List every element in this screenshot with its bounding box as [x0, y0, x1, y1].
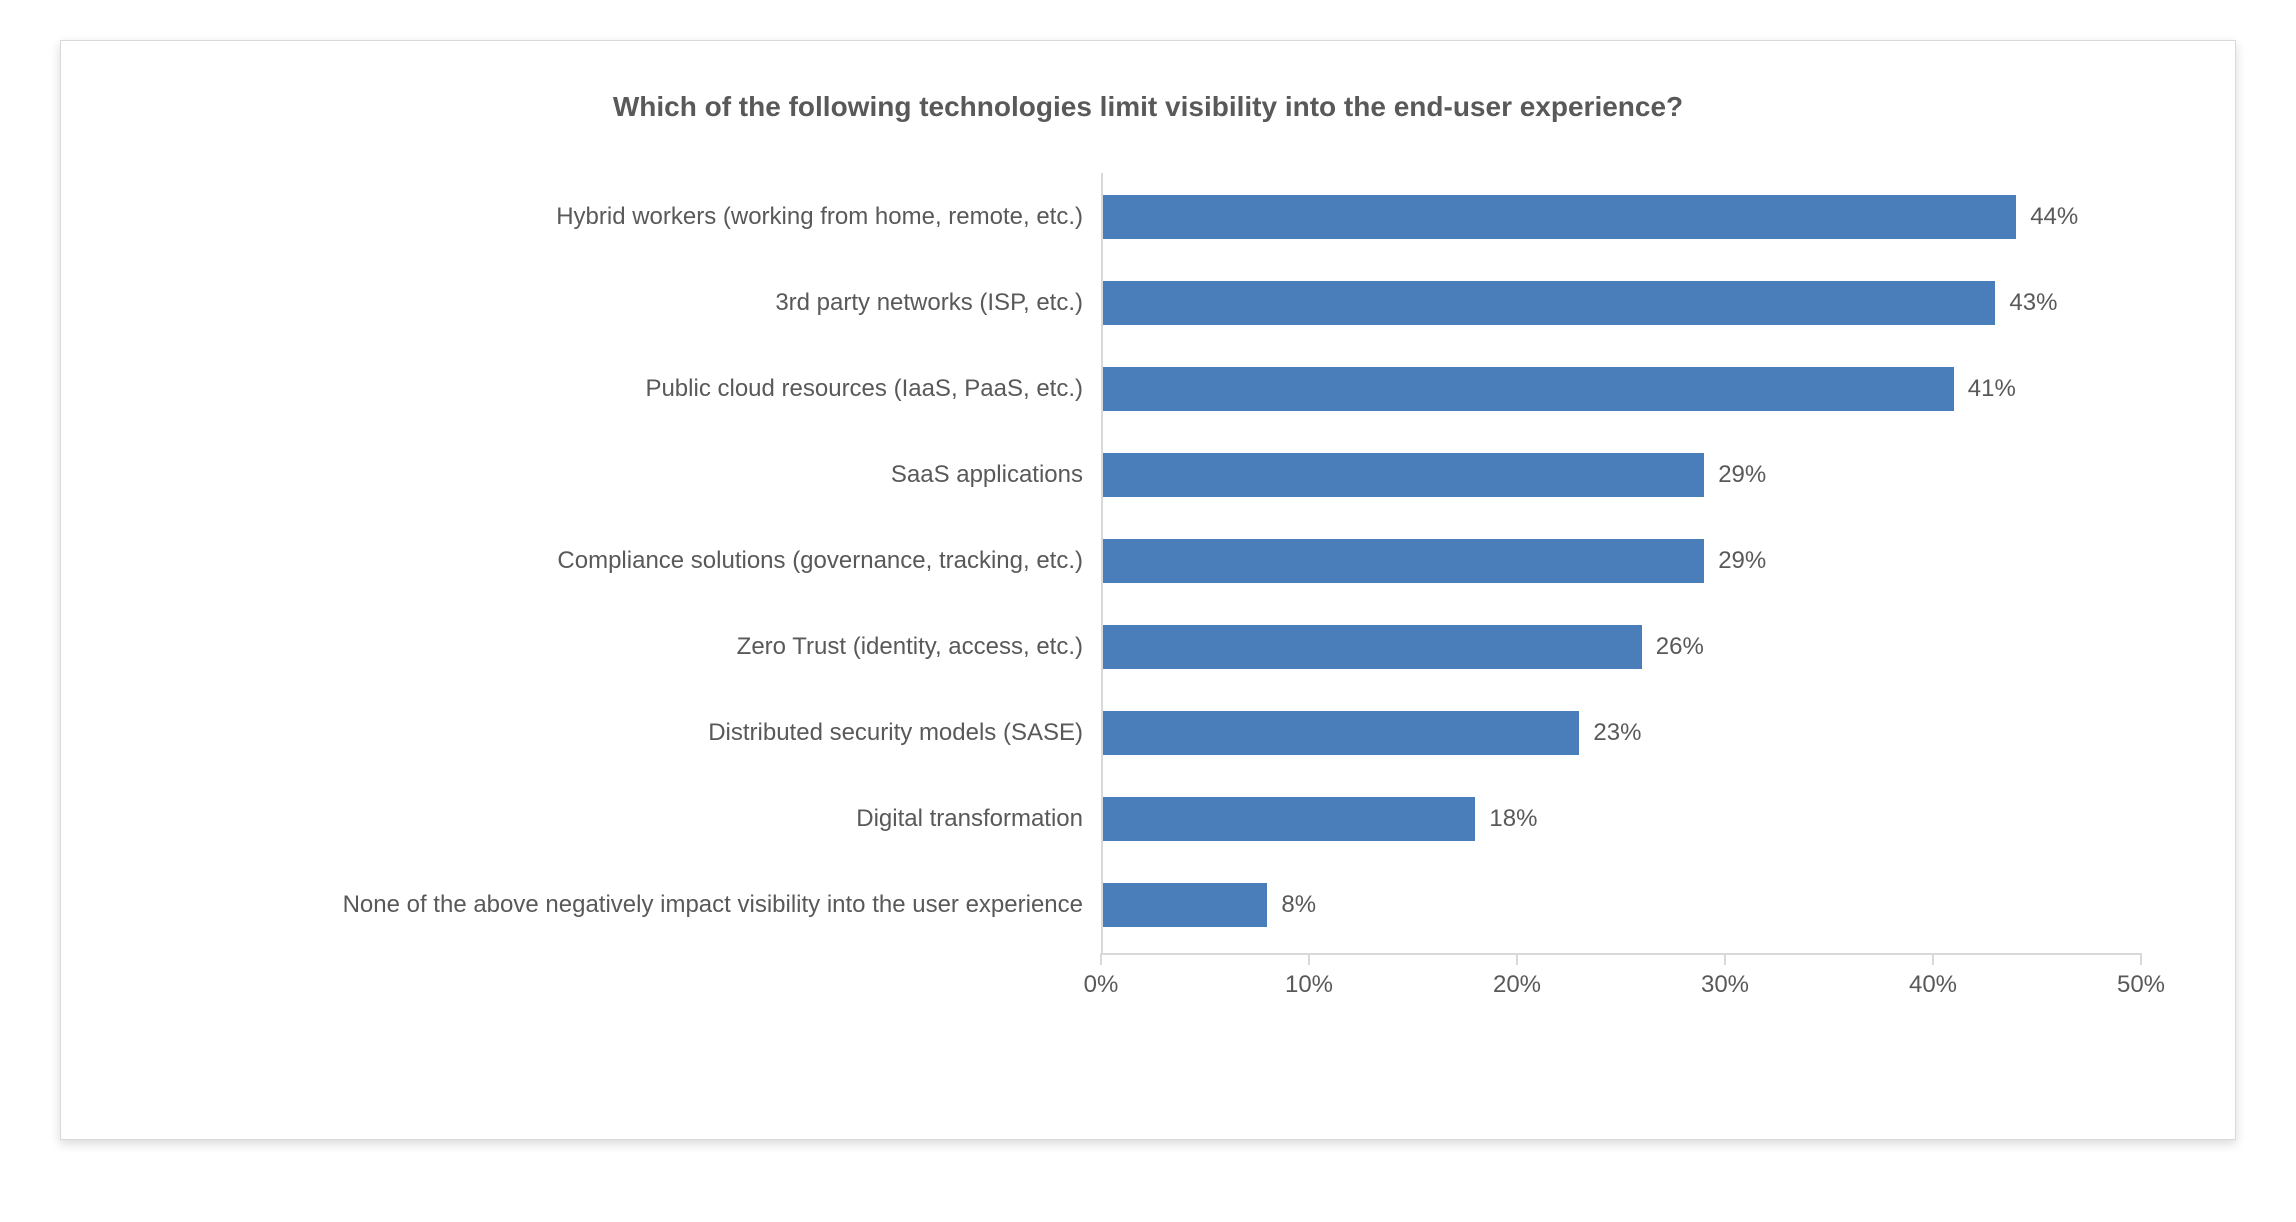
x-tick — [1516, 953, 1518, 965]
value-label: 29% — [1718, 547, 1766, 575]
value-label: 44% — [2030, 203, 2078, 231]
chart-area: Hybrid workers (working from home, remot… — [141, 173, 2135, 1033]
x-axis — [1101, 953, 2141, 955]
x-tick-label: 50% — [2117, 971, 2165, 999]
y-axis — [1101, 173, 1103, 953]
category-label: Digital transformation — [856, 805, 1101, 833]
value-label: 43% — [2009, 289, 2057, 317]
bars-zone: Hybrid workers (working from home, remot… — [1101, 173, 2141, 953]
x-tick — [2140, 953, 2142, 965]
category-label: Zero Trust (identity, access, etc.) — [737, 633, 1101, 661]
bar-row: Compliance solutions (governance, tracki… — [1101, 539, 2141, 583]
x-tick-label: 10% — [1285, 971, 1333, 999]
x-tick — [1724, 953, 1726, 965]
bar — [1101, 625, 1642, 669]
bar — [1101, 797, 1475, 841]
bar-row: Zero Trust (identity, access, etc.)26% — [1101, 625, 2141, 669]
bar-row: SaaS applications29% — [1101, 453, 2141, 497]
bar-row: None of the above negatively impact visi… — [1101, 883, 2141, 927]
category-label: None of the above negatively impact visi… — [343, 891, 1101, 919]
category-label: SaaS applications — [891, 461, 1101, 489]
bar — [1101, 281, 1995, 325]
category-label: Distributed security models (SASE) — [708, 719, 1101, 747]
x-tick-label: 20% — [1493, 971, 1541, 999]
x-tick — [1100, 953, 1102, 965]
value-label: 23% — [1593, 719, 1641, 747]
x-tick — [1932, 953, 1934, 965]
chart-card: Which of the following technologies limi… — [60, 40, 2236, 1140]
bar — [1101, 195, 2016, 239]
category-label: Hybrid workers (working from home, remot… — [556, 203, 1101, 231]
bar-row: Hybrid workers (working from home, remot… — [1101, 195, 2141, 239]
x-tick-label: 0% — [1084, 971, 1119, 999]
category-label: Compliance solutions (governance, tracki… — [557, 547, 1101, 575]
value-label: 26% — [1656, 633, 1704, 661]
chart-title: Which of the following technologies limi… — [101, 91, 2195, 123]
value-label: 41% — [1968, 375, 2016, 403]
category-label: Public cloud resources (IaaS, PaaS, etc.… — [645, 375, 1101, 403]
bar — [1101, 367, 1954, 411]
category-label: 3rd party networks (ISP, etc.) — [775, 289, 1101, 317]
bar — [1101, 883, 1267, 927]
bar-row: Public cloud resources (IaaS, PaaS, etc.… — [1101, 367, 2141, 411]
value-label: 29% — [1718, 461, 1766, 489]
x-tick-label: 30% — [1701, 971, 1749, 999]
bar-row: Digital transformation18% — [1101, 797, 2141, 841]
x-tick — [1308, 953, 1310, 965]
bar-row: Distributed security models (SASE)23% — [1101, 711, 2141, 755]
bar — [1101, 539, 1704, 583]
plot-region: Hybrid workers (working from home, remot… — [1101, 173, 2141, 1033]
value-label: 18% — [1489, 805, 1537, 833]
bar — [1101, 711, 1579, 755]
bar — [1101, 453, 1704, 497]
bar-row: 3rd party networks (ISP, etc.)43% — [1101, 281, 2141, 325]
value-label: 8% — [1281, 891, 1316, 919]
x-tick-label: 40% — [1909, 971, 1957, 999]
